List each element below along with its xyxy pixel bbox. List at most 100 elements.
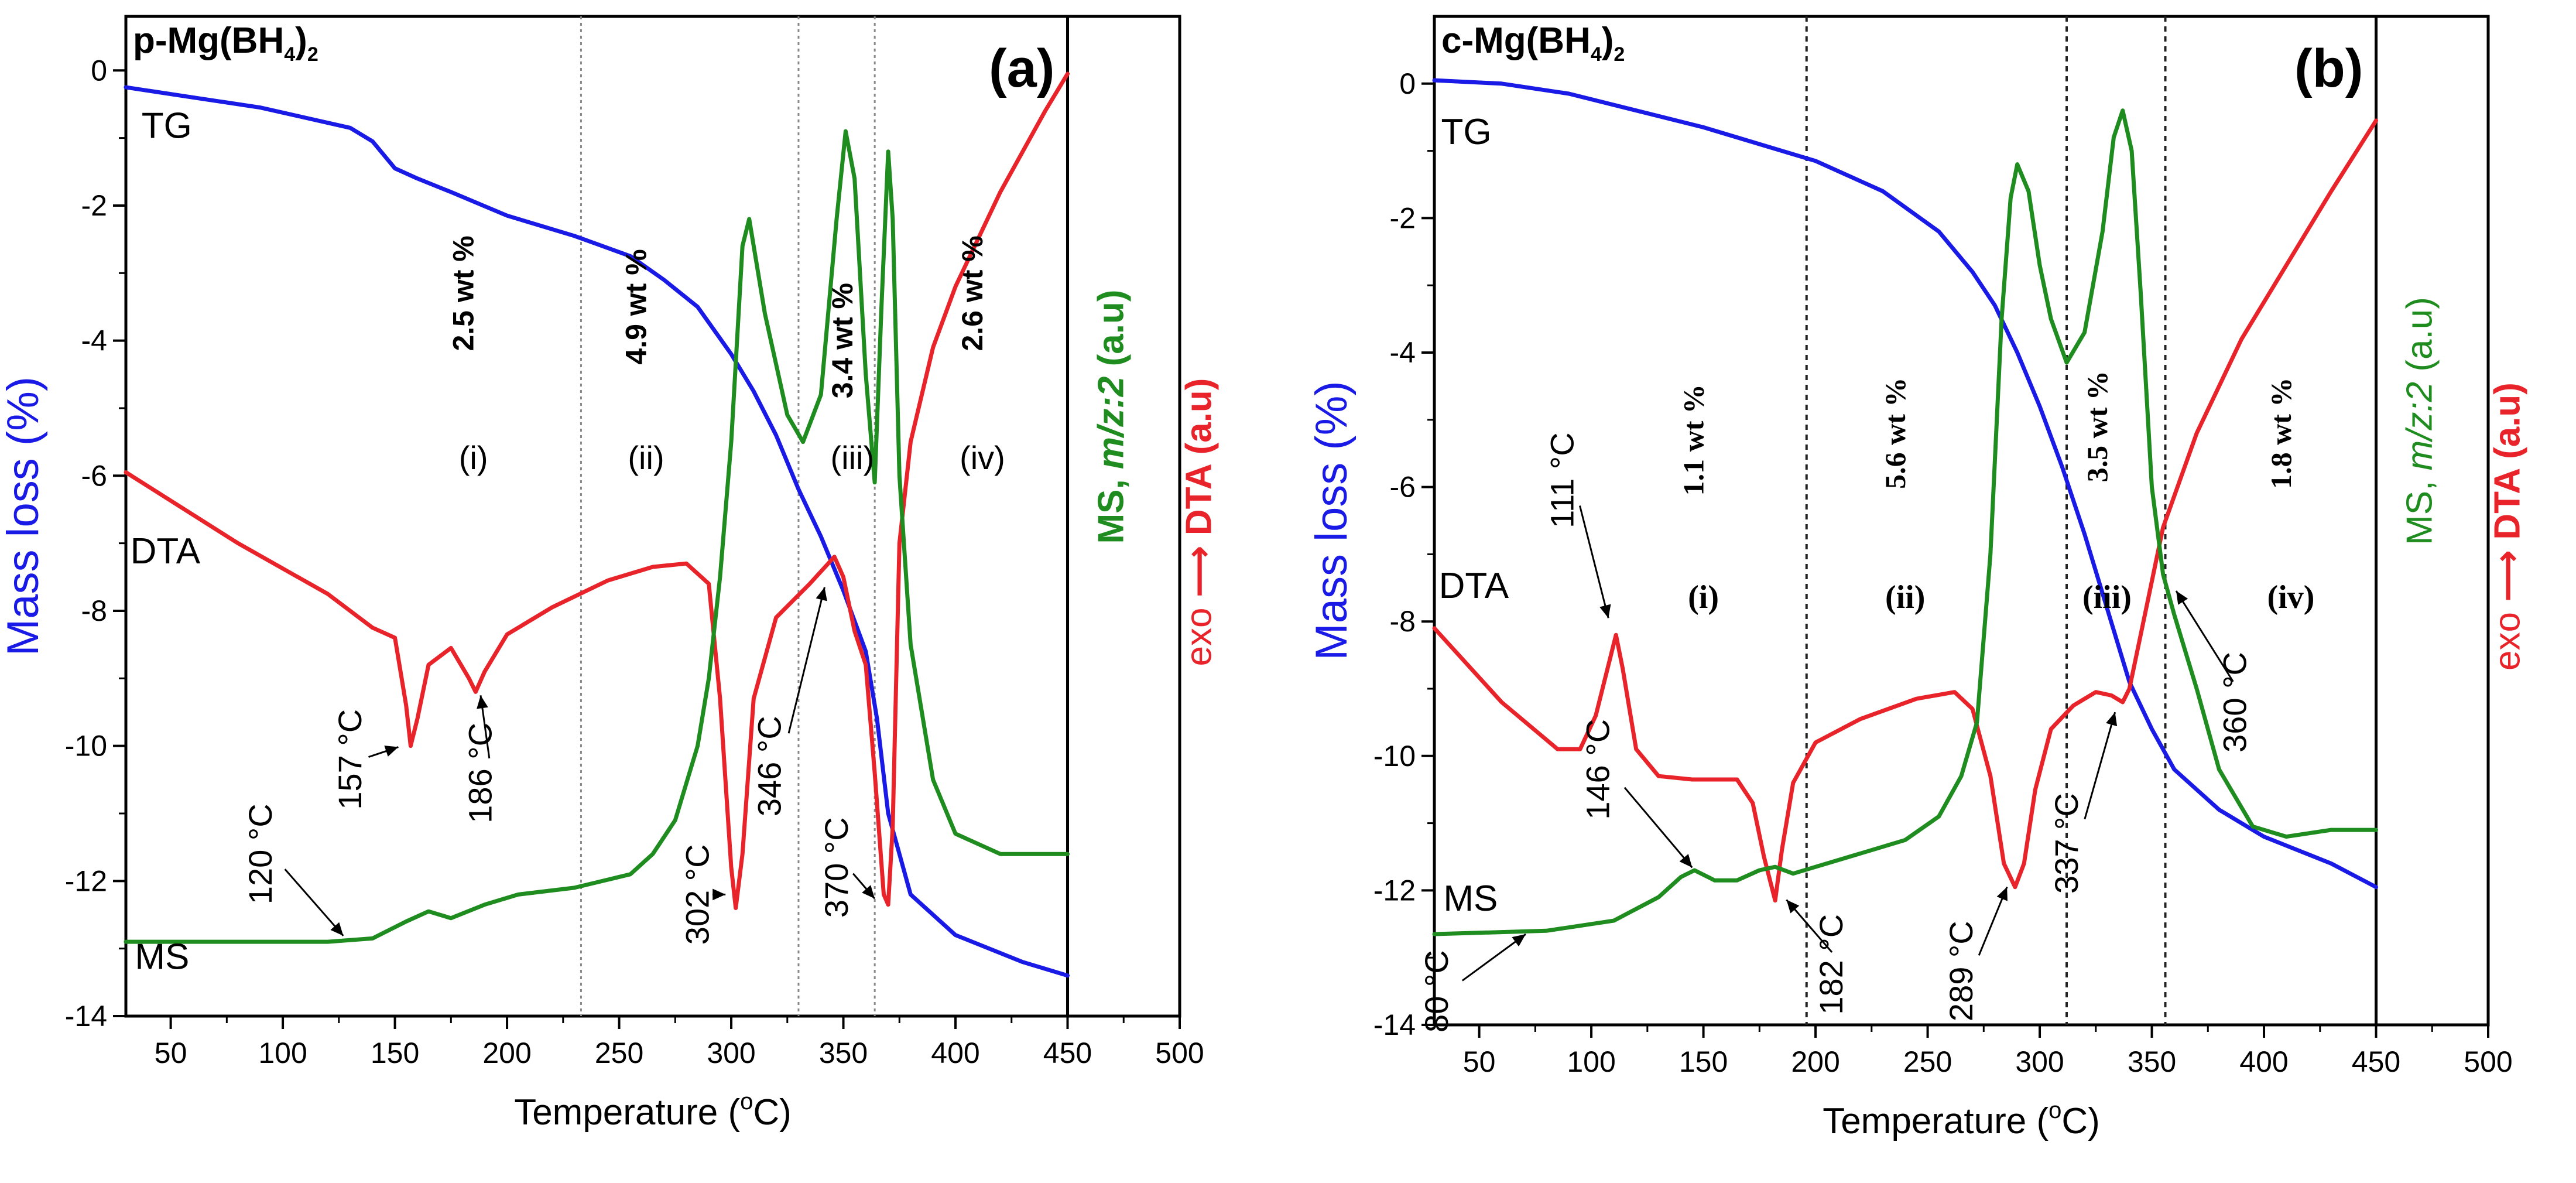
- temperature-annotation: 337 °C: [2048, 793, 2085, 894]
- ms-label-part: (a.u): [2400, 297, 2440, 382]
- annotation-arrow-line: [1461, 933, 1526, 982]
- series-line-dta: [1432, 118, 2378, 903]
- region-roman-label: (ii): [1885, 579, 1925, 616]
- dta-label: DTA (a.u): [1179, 378, 1220, 536]
- ms-label-part: MS,: [1091, 469, 1132, 543]
- x-tick-label: 450: [1043, 1037, 1092, 1069]
- y-tick-label: -2: [81, 189, 107, 222]
- y-tick-label: 0: [91, 54, 107, 87]
- x-axis-label-part: Temperature (: [514, 1092, 740, 1133]
- x-tick-label: 200: [482, 1037, 531, 1069]
- sample-title: c-Mg(BH4)2: [1441, 20, 1625, 66]
- x-tick-label: 50: [1463, 1045, 1496, 1078]
- arrow-head-icon: [2106, 712, 2118, 727]
- y-tick-label: -8: [1390, 605, 1416, 638]
- x-tick-label: 350: [2128, 1045, 2176, 1078]
- right-axis-label-dta: exo ⟶ DTA (a.u): [1179, 378, 1220, 666]
- sample-title-part: ): [295, 20, 307, 61]
- y-tick-label: -14: [1373, 1008, 1416, 1041]
- region-wt-label: 4.9 wt %: [620, 249, 653, 364]
- x-axis-label-part: C): [753, 1092, 791, 1133]
- region-roman-label: (iii): [2082, 579, 2132, 616]
- sample-title-part: p-Mg(BH: [133, 20, 284, 61]
- x-tick-label: 300: [2015, 1045, 2064, 1078]
- region-roman-label: (i): [1688, 579, 1719, 616]
- y-tick-label: -10: [1373, 740, 1416, 772]
- right-axis-label-ms: MS, m/z:2 (a.u): [1091, 289, 1132, 543]
- y-tick-label: -2: [1390, 201, 1416, 234]
- exo-arrow-icon: ⟶: [2488, 540, 2528, 612]
- annotation-arrow-line: [1623, 787, 1693, 869]
- x-tick-label: 250: [595, 1037, 643, 1069]
- x-axis-label-sup: o: [740, 1089, 753, 1114]
- sample-title-part: c-Mg(BH: [1441, 20, 1591, 61]
- y-axis-label: Mass loss (%): [0, 377, 48, 656]
- curve-label-ms: MS: [1443, 878, 1498, 919]
- arrow-head-icon: [862, 885, 875, 899]
- x-tick-label: 50: [155, 1037, 187, 1069]
- plot-frame: [124, 15, 1181, 1018]
- temperature-annotation: 186 °C: [461, 723, 498, 823]
- region-wt-label: 2.5 wt %: [447, 235, 480, 351]
- y-tick-label: -14: [65, 1000, 107, 1032]
- arrow-head-icon: [330, 922, 344, 936]
- region-wt-label: 2.6 wt %: [956, 235, 989, 351]
- temperature-annotation: 146 °C: [1580, 719, 1616, 820]
- y-tick-label: -8: [81, 594, 107, 627]
- arrow-head-icon: [1599, 604, 1611, 618]
- x-tick-label: 500: [2464, 1045, 2512, 1078]
- x-axis-label-part: Temperature (: [1823, 1101, 2049, 1141]
- series-line-ms: [124, 129, 1070, 944]
- temperature-annotation: 182 °C: [1813, 914, 1849, 1015]
- region-roman-label: (ii): [628, 439, 664, 476]
- y-tick-label: -12: [65, 864, 107, 897]
- arrow-head-icon: [1512, 934, 1526, 947]
- sample-title-part: ): [1602, 20, 1614, 61]
- region-wt-label: 5.6 wt %: [1879, 378, 1912, 489]
- annotation-arrow-line: [2175, 590, 2234, 682]
- temperature-annotation: 346 °C: [751, 716, 787, 816]
- x-tick-label: 350: [819, 1037, 868, 1069]
- x-tick-label: 400: [2239, 1045, 2288, 1078]
- series-line-tg: [1432, 78, 2378, 890]
- sample-title-sub: 4: [1591, 43, 1602, 66]
- arrow-head-icon: [2176, 590, 2188, 605]
- right-axis-label-dta: exo ⟶ DTA (a.u): [2488, 382, 2528, 671]
- sample-title-sub: 2: [307, 43, 318, 66]
- y-tick-label: -10: [65, 730, 107, 763]
- annotation-arrow-line: [787, 587, 825, 734]
- x-tick-label: 150: [371, 1037, 419, 1069]
- ms-label-italic: m/z:2: [2400, 382, 2440, 471]
- exo-label: exo: [1179, 608, 1220, 666]
- ms-label-italic: m/z:2: [1091, 377, 1132, 469]
- series-line-dta: [124, 71, 1070, 910]
- x-tick-label: 400: [931, 1037, 979, 1069]
- y-tick-label: -4: [1390, 336, 1416, 369]
- exo-arrow-icon: ⟶: [1179, 535, 1220, 607]
- annotation-arrow-line: [284, 869, 344, 936]
- temperature-annotation: 111 °C: [1543, 432, 1580, 528]
- region-wt-label: 3.5 wt %: [2081, 371, 2113, 482]
- series-line-ms: [1432, 108, 2378, 936]
- exo-label: exo: [2488, 612, 2528, 671]
- region-roman-label: (iii): [831, 439, 875, 476]
- temperature-annotation: 302 °C: [679, 844, 716, 945]
- x-tick-label: 100: [258, 1037, 307, 1069]
- region-roman-label: (iv): [2267, 579, 2315, 616]
- panel-label: (b): [2294, 39, 2363, 98]
- x-tick-label: 200: [1791, 1045, 1839, 1078]
- curve-label-dta: DTA: [131, 531, 201, 572]
- y-tick-label: -4: [81, 324, 107, 357]
- region-wt-label: 1.8 wt %: [2265, 378, 2297, 489]
- region-wt-label: 3.4 wt %: [826, 283, 859, 398]
- sample-title: p-Mg(BH4)2: [133, 20, 318, 66]
- arrow-head-icon: [477, 695, 488, 709]
- temperature-annotation: 157 °C: [331, 709, 368, 810]
- temperature-annotation: 360 °C: [2216, 652, 2253, 753]
- annotation-arrow-line: [2084, 712, 2116, 820]
- ms-label-part: (a.u): [1091, 289, 1132, 376]
- curve-label-tg: TG: [142, 106, 192, 146]
- chart-panel-b: 50 100 150 200 250 300 350 400 450 500 0 -2 -4 -6 -8 -1…: [1307, 15, 2528, 1141]
- y-tick-label: -12: [1373, 874, 1416, 907]
